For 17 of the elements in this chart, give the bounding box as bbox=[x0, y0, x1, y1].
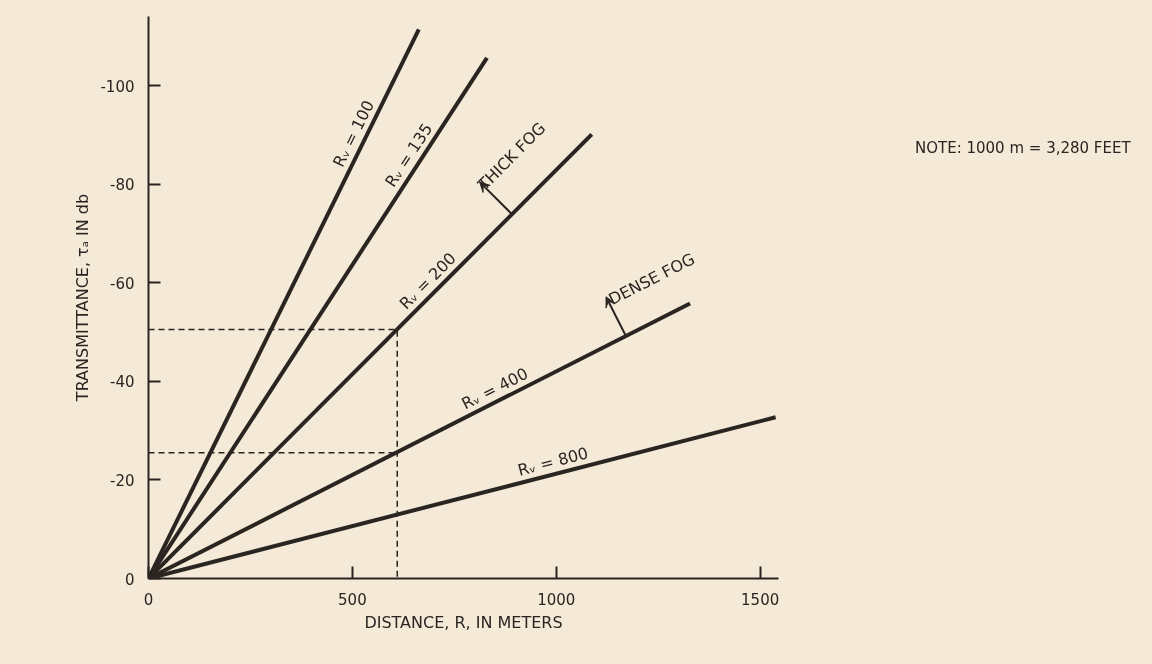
y-tick-label: -100 bbox=[100, 77, 135, 96]
text: Rᵥ = 400 bbox=[458, 363, 532, 414]
y-tick-label: -20 bbox=[110, 471, 135, 490]
y-tick-label: -60 bbox=[110, 274, 135, 293]
y-tick-label: -80 bbox=[110, 176, 135, 195]
y-tick-label: -40 bbox=[110, 373, 135, 392]
text: NOTE: 1000 m = 3,280 FEET bbox=[915, 138, 1131, 159]
text: Rᵥ = 800 bbox=[515, 443, 591, 480]
text: Rᵥ = 200 bbox=[395, 248, 460, 314]
y-axis-title: TRANSMITTANCE, τₐ IN db bbox=[73, 193, 93, 403]
y-tick-label: 0 bbox=[124, 570, 135, 589]
text: Rᵥ = 100 bbox=[329, 97, 378, 171]
x-tick-label: 0 bbox=[143, 590, 154, 609]
x-axis-title: DISTANCE, R, IN METERS bbox=[364, 612, 563, 632]
x-tick-label: 1000 bbox=[537, 590, 576, 609]
x-tick-label: 500 bbox=[338, 590, 367, 609]
x-tick-label: 1500 bbox=[741, 590, 780, 609]
